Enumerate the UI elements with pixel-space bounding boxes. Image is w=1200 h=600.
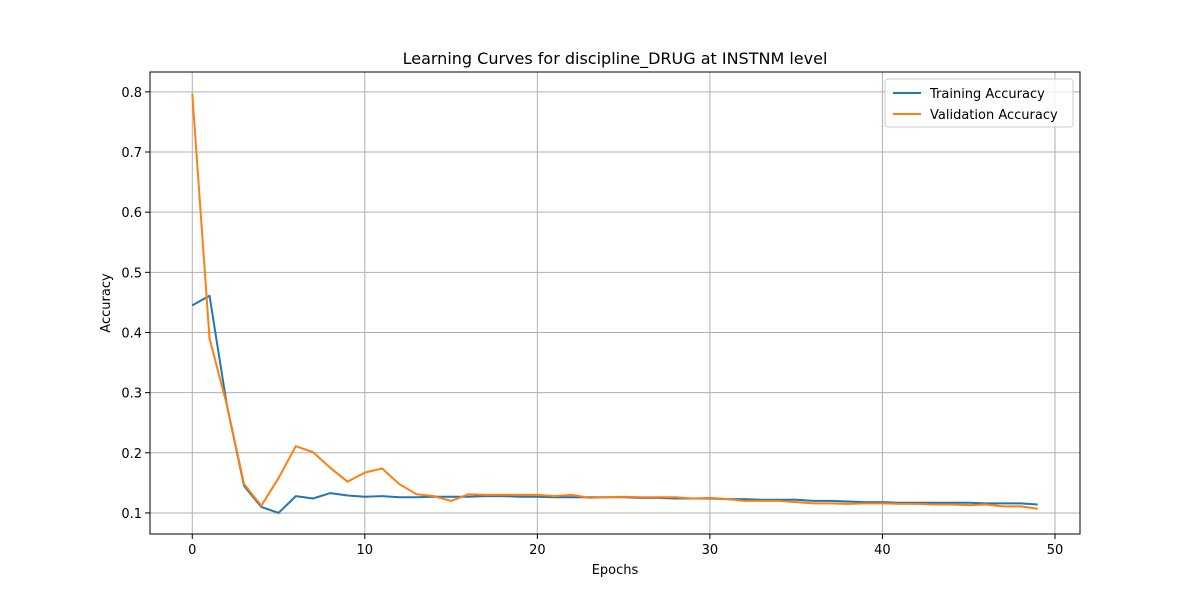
x-tick-label: 20 [529, 543, 546, 558]
x-axis-ticks: 0 10 20 30 40 50 [188, 534, 1063, 558]
y-tick-label: 0.6 [121, 206, 142, 221]
x-axis-label: Epochs [592, 563, 639, 578]
legend-box [884, 78, 1074, 128]
grid-lines [150, 72, 1080, 534]
legend: Training Accuracy Validation Accuracy [884, 78, 1074, 128]
legend-label-validation-accuracy: Validation Accuracy [930, 108, 1058, 123]
y-tick-label: 0.5 [121, 266, 142, 281]
x-tick-label: 10 [357, 543, 374, 558]
x-tick-label: 40 [874, 543, 891, 558]
y-tick-label: 0.2 [121, 447, 142, 462]
y-tick-label: 0.8 [121, 86, 142, 101]
legend-label-training-accuracy: Training Accuracy [929, 87, 1045, 102]
y-tick-label: 0.4 [121, 326, 142, 341]
x-tick-label: 30 [702, 543, 719, 558]
x-tick-label: 0 [188, 543, 196, 558]
y-tick-label: 0.7 [121, 146, 142, 161]
series-lines [191, 93, 1038, 514]
chart-title: Learning Curves for discipline_DRUG at I… [403, 49, 828, 69]
x-tick-label: 50 [1047, 543, 1064, 558]
series-line-validation-accuracy [191, 93, 1038, 510]
plot-frame [149, 71, 1081, 535]
y-tick-label: 0.3 [121, 387, 142, 402]
y-axis-ticks: 0.1 0.2 0.3 0.4 0.5 0.6 0.7 0.8 [121, 86, 150, 522]
y-axis-label: Accuracy [99, 273, 114, 333]
y-tick-label: 0.1 [121, 507, 142, 522]
